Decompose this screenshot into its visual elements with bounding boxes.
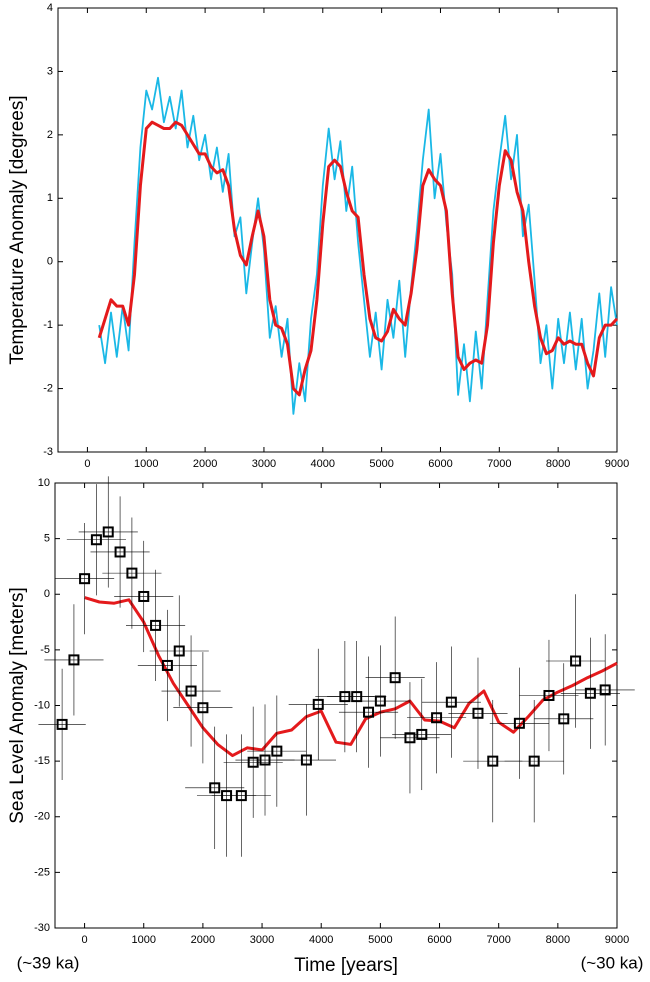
y-tick-label: -15 xyxy=(34,755,50,767)
y-tick-label: -3 xyxy=(43,446,53,458)
x-tick-label: 1000 xyxy=(134,458,158,470)
data-point xyxy=(161,659,173,671)
x-tick-label: 4000 xyxy=(309,934,333,946)
x-tick-label: 9000 xyxy=(605,934,629,946)
y-tick-label: 1 xyxy=(47,192,53,204)
data-point xyxy=(300,754,312,766)
x-tick-label: 5000 xyxy=(368,934,392,946)
data-point xyxy=(90,534,102,546)
data-point xyxy=(235,790,247,802)
data-point xyxy=(56,718,68,730)
data-point xyxy=(487,755,499,767)
data-point xyxy=(271,745,283,757)
x-tick-label: 2000 xyxy=(193,458,217,470)
plot-frame xyxy=(57,7,618,453)
annotation: (~39 ka) xyxy=(17,953,80,972)
x-tick-label: 5000 xyxy=(369,458,393,470)
x-tick-label: 3000 xyxy=(252,458,276,470)
y-tick-label: -5 xyxy=(40,644,50,656)
data-point xyxy=(209,782,221,794)
y-tick-label: -30 xyxy=(34,922,50,934)
data-point xyxy=(431,712,443,724)
data-point xyxy=(138,590,150,602)
plot-frame xyxy=(54,482,618,929)
annotation: (~30 ka) xyxy=(581,953,644,972)
data-point xyxy=(185,685,197,697)
data-point xyxy=(102,526,114,538)
data-point xyxy=(114,546,126,558)
y-tick-label: 4 xyxy=(47,2,53,14)
data-point xyxy=(247,756,259,768)
x-tick-label: 2000 xyxy=(191,934,215,946)
data-point xyxy=(259,754,271,766)
y-tick-label: -25 xyxy=(34,866,50,878)
data-point xyxy=(472,707,484,719)
data-point xyxy=(79,573,91,585)
data-point xyxy=(150,619,162,631)
y-tick-label: 10 xyxy=(38,477,50,489)
y-tick-label: -1 xyxy=(43,319,53,331)
y-tick-label: -10 xyxy=(34,699,50,711)
data-line xyxy=(97,120,619,397)
data-point xyxy=(173,645,185,657)
y-axis-label: Sea Level Anomaly [meters] xyxy=(7,587,28,824)
data-point xyxy=(374,695,386,707)
data-point xyxy=(68,654,80,666)
x-axis-label: Time [years] xyxy=(294,955,398,976)
data-point xyxy=(389,672,401,684)
data-point xyxy=(416,728,428,740)
y-axis-label: Temperature Anomaly [degrees] xyxy=(7,95,28,364)
y-tick-label: 0 xyxy=(44,588,50,600)
x-tick-label: 7000 xyxy=(486,934,510,946)
x-tick-label: 9000 xyxy=(605,458,629,470)
data-point xyxy=(528,755,540,767)
x-tick-label: 6000 xyxy=(427,934,451,946)
data-point xyxy=(558,713,570,725)
x-tick-label: 8000 xyxy=(546,458,570,470)
x-tick-label: 0 xyxy=(82,934,88,946)
data-line xyxy=(98,76,618,415)
data-point xyxy=(404,732,416,744)
data-point xyxy=(584,687,596,699)
data-point xyxy=(513,717,525,729)
x-tick-label: 4000 xyxy=(311,458,335,470)
x-tick-label: 1000 xyxy=(131,934,155,946)
x-tick-label: 3000 xyxy=(250,934,274,946)
y-tick-label: -20 xyxy=(34,811,50,823)
y-tick-label: 3 xyxy=(47,65,53,77)
x-tick-label: 7000 xyxy=(487,458,511,470)
x-tick-label: 6000 xyxy=(428,458,452,470)
y-tick-label: 0 xyxy=(47,256,53,268)
data-point xyxy=(570,655,582,667)
data-line xyxy=(84,596,618,758)
data-point xyxy=(543,689,555,701)
x-tick-label: 0 xyxy=(84,458,90,470)
y-tick-label: 2 xyxy=(47,129,53,141)
data-point xyxy=(363,706,375,718)
data-point xyxy=(445,696,457,708)
x-tick-label: 8000 xyxy=(546,934,570,946)
y-tick-label: 5 xyxy=(44,533,50,545)
data-point xyxy=(312,698,324,710)
data-point xyxy=(126,567,138,579)
data-point xyxy=(197,702,209,714)
data-point xyxy=(599,684,611,696)
y-tick-label: -2 xyxy=(43,382,53,394)
